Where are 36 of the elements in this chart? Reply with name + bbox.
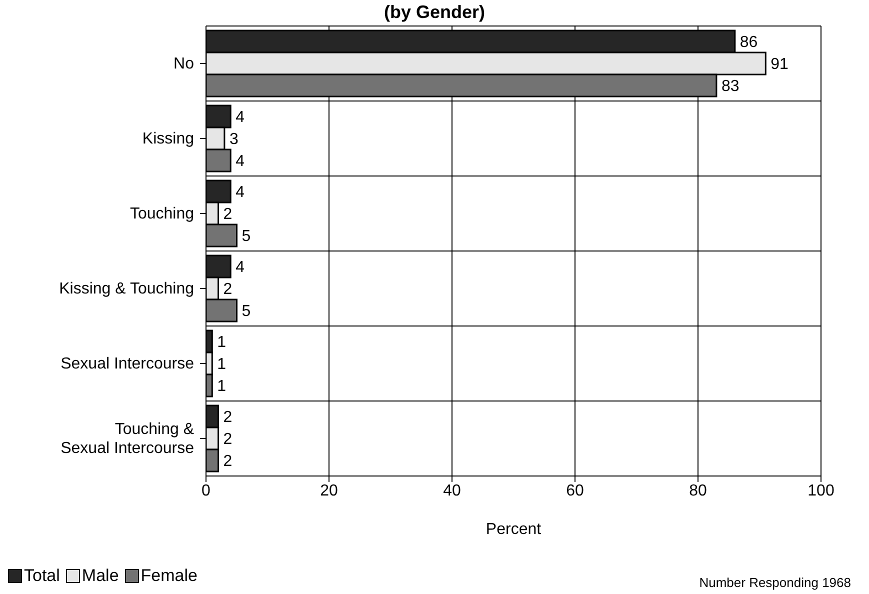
x-tick-label: 0	[202, 482, 211, 500]
data-label: 4	[236, 153, 245, 170]
data-label: 5	[242, 228, 251, 246]
data-label: 83	[721, 78, 740, 96]
legend-label: Male	[80, 566, 119, 586]
data-label: 4	[236, 109, 245, 126]
x-tick-label: 60	[566, 482, 584, 500]
text: Number Responding 1968	[699, 575, 851, 590]
data-label: 2	[223, 453, 232, 470]
chart-title: (by Gender)	[382, 2, 486, 23]
data-label: 5	[242, 303, 251, 320]
y-tick-label: Touching & Sexual Intercourse	[60, 421, 194, 457]
x-tick-label: 40	[443, 482, 461, 500]
data-label: 2	[223, 431, 232, 448]
x-axis-title: Percent	[486, 521, 542, 538]
data-label: 91	[770, 56, 789, 74]
data-label: 1	[217, 356, 226, 374]
data-label: 2	[223, 409, 232, 426]
legend-label: Female	[140, 566, 198, 586]
x-tick-label: 20	[320, 482, 338, 500]
y-tick-label: No	[174, 56, 194, 72]
y-tick-label: Touching	[130, 206, 194, 222]
data-label: 4	[236, 259, 245, 276]
x-tick-label: 100	[808, 482, 834, 500]
y-tick-label: Sexual Intercourse	[60, 356, 194, 372]
data-label: 86	[740, 34, 758, 52]
data-label: 3	[229, 131, 238, 148]
y-tick-label: Kissing	[142, 130, 194, 148]
data-label: 1	[217, 334, 226, 352]
data-label: 2	[223, 206, 232, 224]
y-tick-label: Kissing & Touching	[59, 280, 194, 298]
x-tick-label: 80	[689, 482, 707, 500]
data-label: 2	[223, 281, 232, 298]
data-label: 4	[236, 184, 245, 202]
legend-label: Total	[23, 566, 60, 586]
data-label: 1	[217, 378, 226, 396]
